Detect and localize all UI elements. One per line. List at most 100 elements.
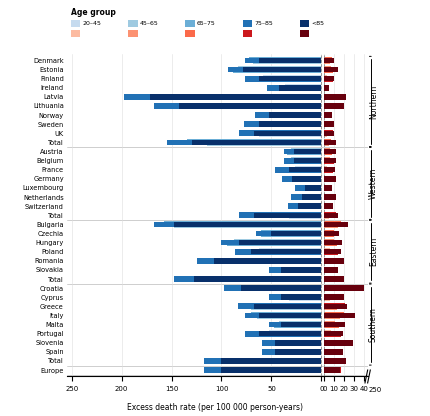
Bar [255,304,321,309]
Bar [324,94,343,100]
Bar [324,76,330,82]
Bar [324,330,331,337]
Bar [224,285,321,291]
Bar [258,331,321,337]
Bar [163,103,321,109]
Bar [324,240,337,245]
Bar [324,212,329,218]
Bar [324,358,346,364]
Bar [259,248,321,255]
Bar [242,285,321,291]
Text: Southern: Southern [369,307,378,342]
Bar [324,358,334,364]
Bar [280,267,321,273]
Bar [276,340,321,346]
Bar [240,276,321,282]
Bar [230,285,321,291]
Bar [324,367,334,373]
Bar [324,367,341,373]
Bar [324,358,341,364]
Bar [324,285,335,292]
Bar [265,112,321,118]
Bar [324,203,333,209]
Bar [276,167,321,173]
Bar [324,349,341,355]
Bar [324,167,331,173]
Bar [264,121,321,127]
Bar [144,94,321,100]
Bar [324,349,343,355]
Bar [252,303,321,310]
Bar [253,57,321,64]
Bar [324,358,330,364]
Bar [324,149,330,155]
Bar [305,185,321,191]
Bar [259,331,321,337]
Bar [324,112,331,118]
Bar [239,67,321,73]
Bar [324,267,329,273]
Bar [324,194,328,201]
Bar [324,194,330,200]
Bar [324,76,334,82]
Bar [284,349,321,355]
Bar [324,303,332,310]
Bar [324,139,331,146]
Bar [324,149,336,154]
Bar [324,313,355,318]
Bar [123,94,321,100]
Bar [324,240,342,245]
Bar [324,304,347,309]
Bar [258,312,321,319]
Bar [284,158,321,163]
Bar [324,166,327,173]
Bar [215,258,321,264]
Bar [273,349,321,355]
Bar [324,94,333,100]
Bar [324,67,333,72]
Bar [324,103,344,109]
Bar [289,294,321,300]
Bar [166,139,321,145]
Bar [324,240,334,246]
Bar [271,231,321,236]
Bar [324,295,344,300]
Text: Age group: Age group [71,7,116,17]
Bar [280,85,321,91]
Bar [267,85,321,91]
Bar [302,194,321,200]
Bar [270,322,321,327]
Bar [324,331,341,337]
Bar [280,322,321,328]
Bar [324,248,330,255]
Bar [324,167,333,173]
Bar [242,249,321,255]
Bar [286,84,321,91]
Bar [267,349,321,355]
Bar [324,185,331,191]
Bar [324,230,329,237]
Bar [252,249,321,255]
Bar [324,112,330,118]
Bar [324,294,337,300]
Bar [188,276,321,282]
Bar [324,212,331,218]
Bar [324,176,336,182]
Bar [221,367,321,373]
Bar [324,194,332,200]
Bar [324,349,337,355]
Bar [324,240,340,245]
Bar [150,94,321,100]
Bar [324,312,344,319]
Bar [324,185,332,191]
Bar [324,258,341,264]
Bar [324,121,327,127]
Bar [324,276,334,282]
Bar [255,131,321,136]
Bar [214,358,321,364]
Bar [191,140,321,145]
Bar [233,67,321,72]
Bar [324,121,332,127]
Bar [246,76,321,82]
Bar [324,203,327,209]
